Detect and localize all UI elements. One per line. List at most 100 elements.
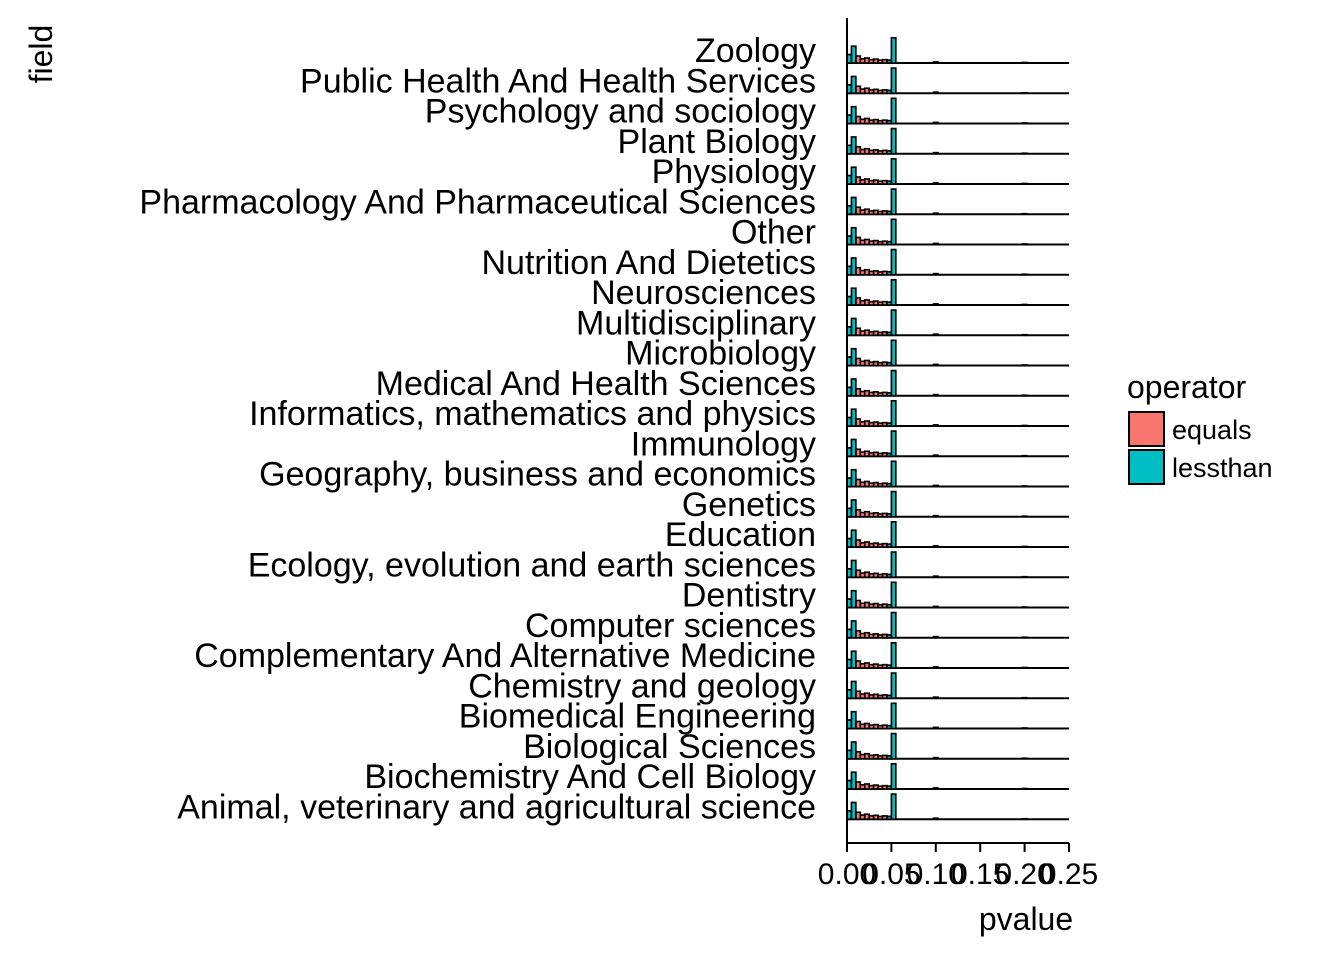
x-tick-label: 0.10 xyxy=(907,858,965,891)
histogram-row xyxy=(846,460,1069,488)
histogram-bar-lessthan xyxy=(890,127,897,155)
histogram-bar-lessthan xyxy=(890,520,897,548)
histogram-bar-equals xyxy=(932,121,939,125)
histogram-bar-lessthan xyxy=(890,278,897,306)
field-label: Genetics xyxy=(682,486,816,524)
histogram-bar-equals xyxy=(1021,182,1028,185)
histogram-bar-equals xyxy=(1021,575,1028,579)
histogram-bar-lessthan xyxy=(890,641,897,669)
field-label: Dentistry xyxy=(682,577,816,615)
histogram-row xyxy=(846,399,1069,427)
field-label: Biomedical Engineering xyxy=(459,698,816,736)
histogram-row xyxy=(846,672,1069,700)
histogram-bar-equals xyxy=(932,635,939,639)
legend-swatch-equals xyxy=(1128,411,1165,447)
histogram-bar-lessthan xyxy=(890,672,897,700)
histogram-bar-equals xyxy=(932,151,939,155)
histogram-bar-lessthan xyxy=(850,771,857,790)
histogram-bar-equals xyxy=(1021,333,1028,337)
x-tick-label: 0.00 xyxy=(818,858,876,891)
histogram-bar-lessthan xyxy=(890,793,897,821)
histogram-bar-equals xyxy=(1021,61,1028,64)
field-label: Geography, business and economics xyxy=(259,456,816,494)
histogram-bar-equals xyxy=(932,333,939,337)
histogram-bar-lessthan xyxy=(890,97,897,125)
field-label: Immunology xyxy=(631,425,816,463)
histogram-row xyxy=(846,732,1069,760)
field-label: Biological Sciences xyxy=(523,728,816,766)
histogram-bar-lessthan xyxy=(850,75,857,95)
histogram-bar-lessthan xyxy=(850,801,857,821)
field-label: Plant Biology xyxy=(618,123,816,161)
histogram-bar-equals xyxy=(1021,243,1028,246)
y-axis-title: field xyxy=(23,25,59,84)
histogram-row xyxy=(846,611,1069,639)
histogram-bar-lessthan xyxy=(850,408,857,427)
field-label: Education xyxy=(665,516,816,554)
histogram-bar-equals xyxy=(932,696,939,700)
field-label: Medical And Health Sciences xyxy=(376,365,816,403)
field-label: Nutrition And Dietetics xyxy=(482,244,817,282)
field-label: Biochemistry And Cell Biology xyxy=(364,758,816,796)
field-label: Pharmacology And Pharmaceutical Sciences xyxy=(139,183,816,221)
histogram-bar-equals xyxy=(1021,817,1028,821)
histogram-bar-equals xyxy=(1021,273,1028,276)
histogram-bar-lessthan xyxy=(890,188,897,216)
histogram-row xyxy=(846,36,1069,64)
histogram-bar-equals xyxy=(1021,303,1028,306)
histogram-bar-lessthan xyxy=(850,468,857,488)
histogram-bar-equals xyxy=(1021,515,1028,518)
histogram-bar-equals xyxy=(1021,666,1028,669)
histogram-row xyxy=(846,97,1069,125)
histogram-bar-equals xyxy=(1021,364,1028,367)
histogram-bar-equals xyxy=(932,817,939,821)
histogram-bar-lessthan xyxy=(890,460,897,488)
histogram-bar-lessthan xyxy=(890,762,897,790)
histogram-bar-equals xyxy=(1021,757,1028,760)
field-label: Complementary And Alternative Medicine xyxy=(194,637,816,675)
field-label: Psychology and sociology xyxy=(425,93,816,131)
histogram-row xyxy=(846,67,1069,95)
histogram-bar-lessthan xyxy=(890,36,897,64)
histogram-bar-equals xyxy=(932,484,939,488)
histogram-bar-equals xyxy=(932,212,939,216)
histogram-bar-equals xyxy=(932,424,939,427)
histogram-bar-equals xyxy=(1021,545,1028,548)
x-axis-title: pvalue xyxy=(979,901,1073,937)
histogram-bar-equals xyxy=(1021,696,1028,700)
histogram-bar-lessthan xyxy=(890,490,897,518)
field-label: Chemistry and geology xyxy=(468,667,816,705)
histogram-row xyxy=(846,339,1069,367)
histogram-row xyxy=(846,551,1069,579)
histogram-row xyxy=(846,188,1069,216)
histogram-bar-equals xyxy=(1021,454,1028,458)
histogram-bar-equals xyxy=(1021,727,1028,730)
histogram-bar-equals xyxy=(932,242,939,246)
field-label: Other xyxy=(731,214,816,252)
legend-label-lessthan: lessthan xyxy=(1172,453,1273,483)
histogram-row xyxy=(846,430,1069,458)
histogram-bar-lessthan xyxy=(890,339,897,367)
histogram-bar-equals xyxy=(932,454,939,458)
histogram-bar-lessthan xyxy=(850,226,857,246)
histogram-bar-equals xyxy=(932,575,939,579)
histogram-bar-lessthan xyxy=(850,317,857,337)
histogram-row xyxy=(846,793,1069,821)
histogram-bar-equals xyxy=(1021,152,1028,155)
histogram-bar-lessthan xyxy=(890,67,897,95)
histogram-row xyxy=(846,218,1069,246)
histogram-rows xyxy=(846,36,1069,821)
histogram-bar-lessthan xyxy=(850,559,857,579)
x-axis-ticks: 0.000.050.100.150.200.25 xyxy=(818,843,1098,891)
histogram-bar-lessthan xyxy=(850,680,857,700)
histogram-bar-lessthan xyxy=(850,166,857,185)
histogram-bar-equals xyxy=(932,272,939,276)
histogram-bar-lessthan xyxy=(890,248,897,276)
histogram-bar-lessthan xyxy=(850,650,857,669)
histogram-row xyxy=(846,278,1069,306)
histogram-bar-equals xyxy=(932,182,939,185)
field-label: Informatics, mathematics and physics xyxy=(249,395,816,433)
field-label: Computer sciences xyxy=(525,607,816,645)
